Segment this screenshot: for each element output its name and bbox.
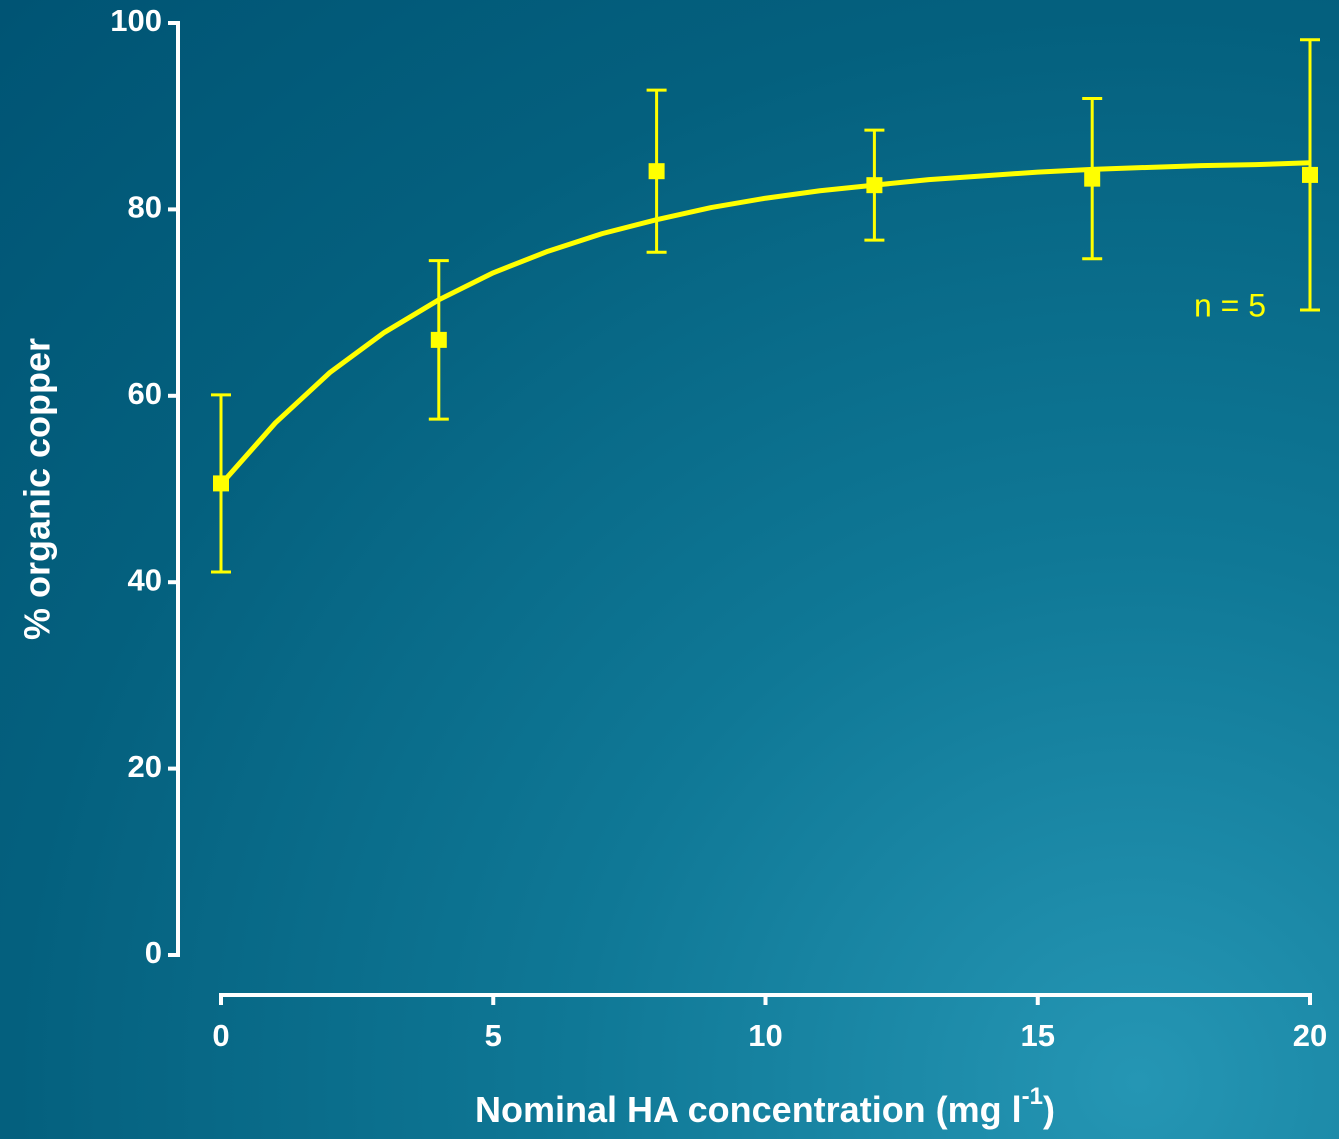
y-axis-label: % organic copper: [17, 338, 58, 640]
marker: [213, 475, 229, 491]
y-tick-label: 60: [128, 376, 162, 411]
annotation: n = 5: [1194, 287, 1266, 323]
marker: [1084, 171, 1100, 187]
x-label-sup: -1: [1022, 1083, 1043, 1110]
fit-curve: [221, 163, 1310, 485]
x-tick-label: 5: [485, 1018, 502, 1053]
marker: [1302, 167, 1318, 183]
x-tick-label: 20: [1293, 1018, 1327, 1053]
x-tick-label: 0: [212, 1018, 229, 1053]
x-tick-label: 15: [1021, 1018, 1055, 1053]
x-label-main: Nominal HA concentration (mg l: [475, 1089, 1022, 1130]
y-tick-label: 40: [128, 562, 162, 597]
marker: [866, 177, 882, 193]
x-axis-label: Nominal HA concentration (mg l-1): [475, 1083, 1055, 1129]
y-tick-label: 80: [128, 190, 162, 225]
marker: [649, 163, 665, 179]
x-tick-label: 10: [748, 1018, 782, 1053]
chart: % organic copper Nominal HA concentratio…: [0, 0, 1339, 1139]
x-label-end: ): [1043, 1089, 1055, 1130]
page: % organic copper Nominal HA concentratio…: [0, 0, 1339, 1139]
y-tick-label: 0: [145, 935, 162, 970]
y-tick-label: 100: [110, 3, 162, 38]
marker: [431, 332, 447, 348]
y-tick-label: 20: [128, 749, 162, 784]
